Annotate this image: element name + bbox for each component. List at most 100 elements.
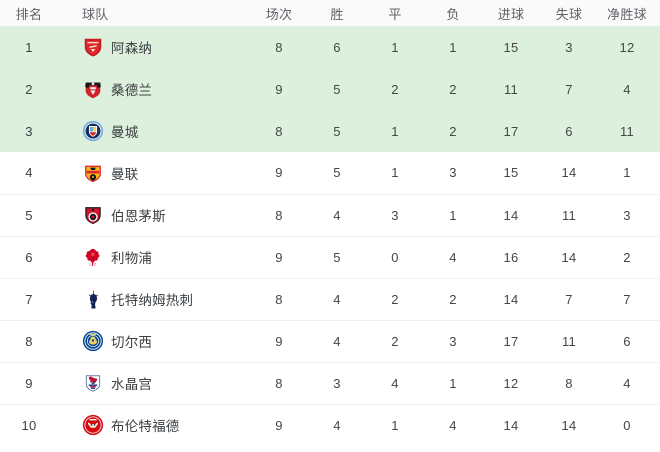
table-row[interactable]: 8切尔西94231711614 <box>0 320 660 362</box>
cell-rank: 9 <box>25 375 33 391</box>
cell-lost: 2 <box>449 123 457 139</box>
cell-team[interactable]: 桑德兰 <box>58 68 250 110</box>
team-entry[interactable]: LFC 利物浦 <box>82 246 250 268</box>
column-header-points[interactable]: 积分 <box>656 0 660 26</box>
cell-lost: 1 <box>449 375 457 391</box>
cell-drawn: 1 <box>391 123 399 139</box>
cell-played: 9 <box>275 165 283 181</box>
team-name: 利物浦 <box>111 251 153 266</box>
column-header-goals-for[interactable]: 进球 <box>482 0 540 26</box>
table-row[interactable]: 5 伯恩茅斯 8 4 3 1 14 11 3 15 <box>0 194 660 236</box>
cell-goals-against: 8 <box>565 375 573 391</box>
team-entry[interactable]: 曼联 <box>82 162 250 184</box>
team-entry[interactable]: 伯恩茅斯 <box>82 204 250 226</box>
cell-played: 9 <box>275 81 283 97</box>
cell-goal-difference: 2 <box>623 249 631 265</box>
table-row[interactable]: 1 阿森纳 8 6 1 1 15 3 12 19 <box>0 26 660 68</box>
cell-points: 16 <box>656 152 660 194</box>
table-row[interactable]: 4 曼联 9 5 1 3 15 14 1 16 <box>0 152 660 194</box>
column-header-team[interactable]: 球队 <box>58 0 250 26</box>
cell-won: 5 <box>333 123 341 139</box>
cell-lost: 3 <box>449 333 457 349</box>
cell-drawn: 4 <box>391 375 399 391</box>
manchester-united-crest <box>82 162 104 184</box>
cell-lost: 4 <box>449 417 457 433</box>
cell-won: 4 <box>333 417 341 433</box>
cell-points: 15 <box>656 194 660 236</box>
cell-team[interactable]: LFC 利物浦 <box>58 236 250 278</box>
table-row[interactable]: 6 LFC 利物浦 9 5 0 4 16 14 2 15 <box>0 236 660 278</box>
cell-won: 6 <box>333 39 341 55</box>
column-header-won[interactable]: 胜 <box>308 0 366 26</box>
team-entry[interactable]: 阿森纳 <box>82 36 250 58</box>
cell-goal-difference: 1 <box>623 165 631 181</box>
cell-drawn: 3 <box>391 207 399 223</box>
cell-rank: 4 <box>25 165 33 181</box>
cell-goals-against: 14 <box>561 249 577 265</box>
crystal-palace-crest <box>82 372 104 394</box>
column-header-rank[interactable]: 排名 <box>0 0 58 26</box>
team-entry[interactable]: 桑德兰 <box>82 78 250 100</box>
team-entry[interactable]: 托特纳姆热刺 <box>82 288 250 310</box>
column-header-played[interactable]: 场次 <box>250 0 308 26</box>
cell-lost: 4 <box>449 249 457 265</box>
column-header-goal-difference[interactable]: 净胜球 <box>598 0 656 26</box>
table-header: 排名 球队 场次 胜 平 负 进球 失球 净胜球 积分 <box>0 0 660 26</box>
cell-played: 9 <box>275 417 283 433</box>
cell-goal-difference: 4 <box>623 81 631 97</box>
cell-goals-for: 14 <box>503 417 519 433</box>
cell-points: 13 <box>656 404 660 446</box>
team-entry[interactable]: 切尔西 <box>82 330 250 352</box>
cell-team[interactable]: 曼联 <box>58 152 250 194</box>
team-entry[interactable]: 布伦特福德 <box>82 414 250 436</box>
cell-points: 17 <box>656 68 660 110</box>
cell-goal-difference: 11 <box>619 123 635 139</box>
table-row[interactable]: 10布伦特福德94141414013 <box>0 404 660 446</box>
cell-points: 19 <box>656 26 660 68</box>
cell-played: 8 <box>275 123 283 139</box>
cell-team[interactable]: 阿森纳 <box>58 26 250 68</box>
sunderland-crest <box>82 78 104 100</box>
team-name: 切尔西 <box>111 335 153 350</box>
cell-team[interactable]: 水晶宫 <box>58 362 250 404</box>
table-row[interactable]: 7 托特纳姆热刺 8 4 2 2 14 7 7 14 <box>0 278 660 320</box>
cell-goals-against: 11 <box>561 333 577 349</box>
cell-drawn: 0 <box>391 249 399 265</box>
cell-rank: 5 <box>25 207 33 223</box>
team-name: 桑德兰 <box>111 83 153 98</box>
cell-played: 9 <box>275 333 283 349</box>
cell-team[interactable]: 布伦特福德 <box>58 404 250 446</box>
tottenham-crest <box>82 288 104 310</box>
cell-drawn: 2 <box>391 81 399 97</box>
cell-won: 4 <box>333 207 341 223</box>
table-row[interactable]: 3 曼城 8 5 1 2 17 6 11 16 <box>0 110 660 152</box>
table-row[interactable]: 9 水晶宫 8 3 4 1 12 8 4 13 <box>0 362 660 404</box>
cell-team[interactable]: 切尔西 <box>58 320 250 362</box>
cell-goals-against: 7 <box>565 291 573 307</box>
cell-goals-for: 12 <box>503 375 519 391</box>
chelsea-crest <box>82 330 104 352</box>
table-row[interactable]: 2 桑德兰 9 5 2 2 11 7 4 17 <box>0 68 660 110</box>
column-header-drawn[interactable]: 平 <box>366 0 424 26</box>
team-entry[interactable]: 曼城 <box>82 120 250 142</box>
cell-goals-against: 11 <box>561 207 577 223</box>
cell-lost: 2 <box>449 81 457 97</box>
team-entry[interactable]: 水晶宫 <box>82 372 250 394</box>
cell-points: 13 <box>656 362 660 404</box>
cell-goals-for: 11 <box>503 81 519 97</box>
cell-goals-against: 3 <box>565 39 573 55</box>
cell-played: 8 <box>275 39 283 55</box>
team-name: 托特纳姆热刺 <box>111 293 194 308</box>
column-header-goals-against[interactable]: 失球 <box>540 0 598 26</box>
cell-goals-for: 15 <box>503 165 519 181</box>
cell-goals-for: 16 <box>503 249 519 265</box>
column-header-lost[interactable]: 负 <box>424 0 482 26</box>
cell-drawn: 1 <box>391 39 399 55</box>
cell-rank: 3 <box>25 123 33 139</box>
cell-played: 8 <box>275 375 283 391</box>
cell-team[interactable]: 伯恩茅斯 <box>58 194 250 236</box>
cell-team[interactable]: 托特纳姆热刺 <box>58 278 250 320</box>
cell-team[interactable]: 曼城 <box>58 110 250 152</box>
cell-lost: 2 <box>449 291 457 307</box>
